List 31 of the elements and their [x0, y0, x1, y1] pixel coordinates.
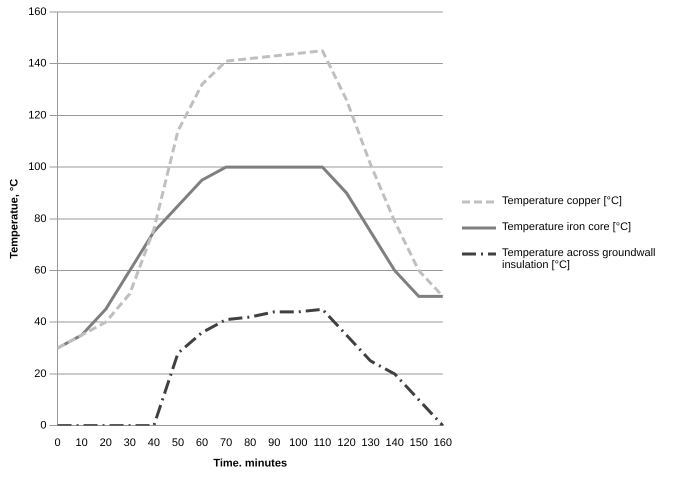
y-tick-label: 140: [28, 58, 47, 70]
x-tick-label: 160: [434, 437, 452, 450]
y-axis-title: Temperatue, °C: [8, 178, 21, 259]
x-tick-label: 90: [268, 437, 280, 450]
x-tick-label: 110: [314, 437, 332, 450]
y-tick-label: 40: [34, 316, 47, 328]
x-axis-title: Time. minutes: [213, 457, 288, 470]
y-tick-label: 20: [34, 368, 47, 380]
y-tick-label: 80: [34, 212, 47, 225]
x-tick-label: 50: [172, 437, 184, 450]
x-tick-label: 0: [54, 437, 61, 450]
y-tick-label: 120: [28, 109, 47, 122]
x-tick-label: 120: [337, 437, 356, 450]
x-tick-label: 20: [100, 437, 112, 450]
x-tick-label: 80: [244, 437, 256, 450]
x-tick-label: 30: [124, 437, 136, 450]
x-tick-label: 40: [148, 437, 160, 450]
x-tick-label: 140: [385, 437, 404, 450]
x-tick-label: 130: [361, 437, 380, 450]
y-tick-label: 160: [28, 6, 47, 18]
x-tick-label: 10: [76, 437, 88, 450]
x-tick-label: 150: [410, 437, 428, 450]
y-tick-label: 100: [28, 161, 47, 174]
y-tick-label: 0: [40, 420, 47, 432]
legend-label: Temperature iron core [°C]: [502, 221, 632, 233]
x-tick-label: 100: [289, 437, 308, 450]
y-tick-label: 60: [34, 264, 47, 277]
x-tick-label: 70: [220, 437, 232, 450]
legend-label: Temperature copper [°C]: [502, 195, 622, 207]
x-tick-label: 60: [196, 437, 208, 450]
legend-label: Temperature across groundwall insulation [°C]: [502, 247, 656, 271]
